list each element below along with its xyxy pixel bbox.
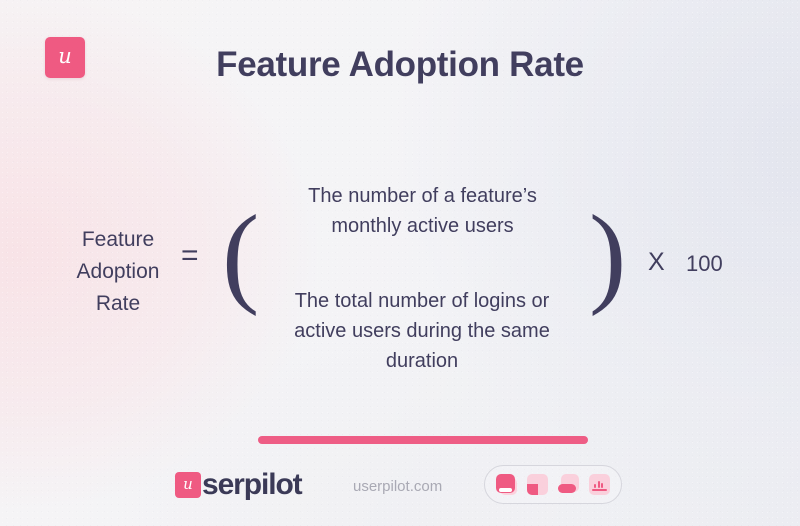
equals-sign: =: [181, 239, 199, 272]
multiply-sign: X: [648, 248, 665, 276]
formula-numerator: The number of a feature’s monthly active…: [240, 181, 605, 241]
multiplier-value: 100: [686, 251, 723, 276]
parenthesis-close: ): [589, 193, 627, 317]
userpilot-logo-badge: u: [45, 37, 85, 78]
fraction-bar: [258, 436, 588, 444]
formula-left-label-line-1: Feature: [81, 228, 155, 251]
formula-numerator-line-1: The number of a feature’s: [308, 185, 537, 207]
wordmark-logo-letter: u: [175, 472, 201, 498]
checklist-icon-underline: [592, 489, 607, 491]
banner-icon-bar: [558, 484, 576, 493]
formula-denominator-line-2: active users during the same: [294, 320, 550, 342]
page-title: Feature Adoption Rate: [216, 45, 584, 84]
experience-type-icon-pill: [484, 465, 622, 504]
formula-numerator-line-2: monthly active users: [331, 215, 514, 237]
modal-icon-bar: [499, 488, 512, 492]
checklist-icon-bars: [594, 480, 603, 488]
wordmark-text: serpilot: [202, 468, 303, 501]
tooltip-icon: [527, 474, 548, 495]
logo-letter: u: [58, 44, 72, 68]
checklist-icon: [589, 474, 610, 495]
formula-denominator: The total number of logins or active use…: [238, 286, 606, 376]
formula-denominator-line-3: duration: [385, 350, 459, 372]
formula-left-label-line-3: Rate: [95, 292, 141, 315]
formula-denominator-line-1: The total number of logins or: [294, 290, 550, 312]
formula-left-label: Feature Adoption Rate: [58, 224, 178, 320]
formula-block: Feature Adoption Rate = ( The number of …: [0, 175, 800, 444]
footer-url: userpilot.com: [353, 478, 443, 495]
modal-icon: [496, 474, 517, 495]
userpilot-wordmark: u serpilot: [175, 468, 303, 502]
banner-icon: [558, 474, 579, 495]
formula-left-label-line-2: Adoption: [76, 260, 160, 283]
parenthesis-open: (: [222, 193, 260, 317]
tooltip-icon-corner: [527, 484, 538, 495]
